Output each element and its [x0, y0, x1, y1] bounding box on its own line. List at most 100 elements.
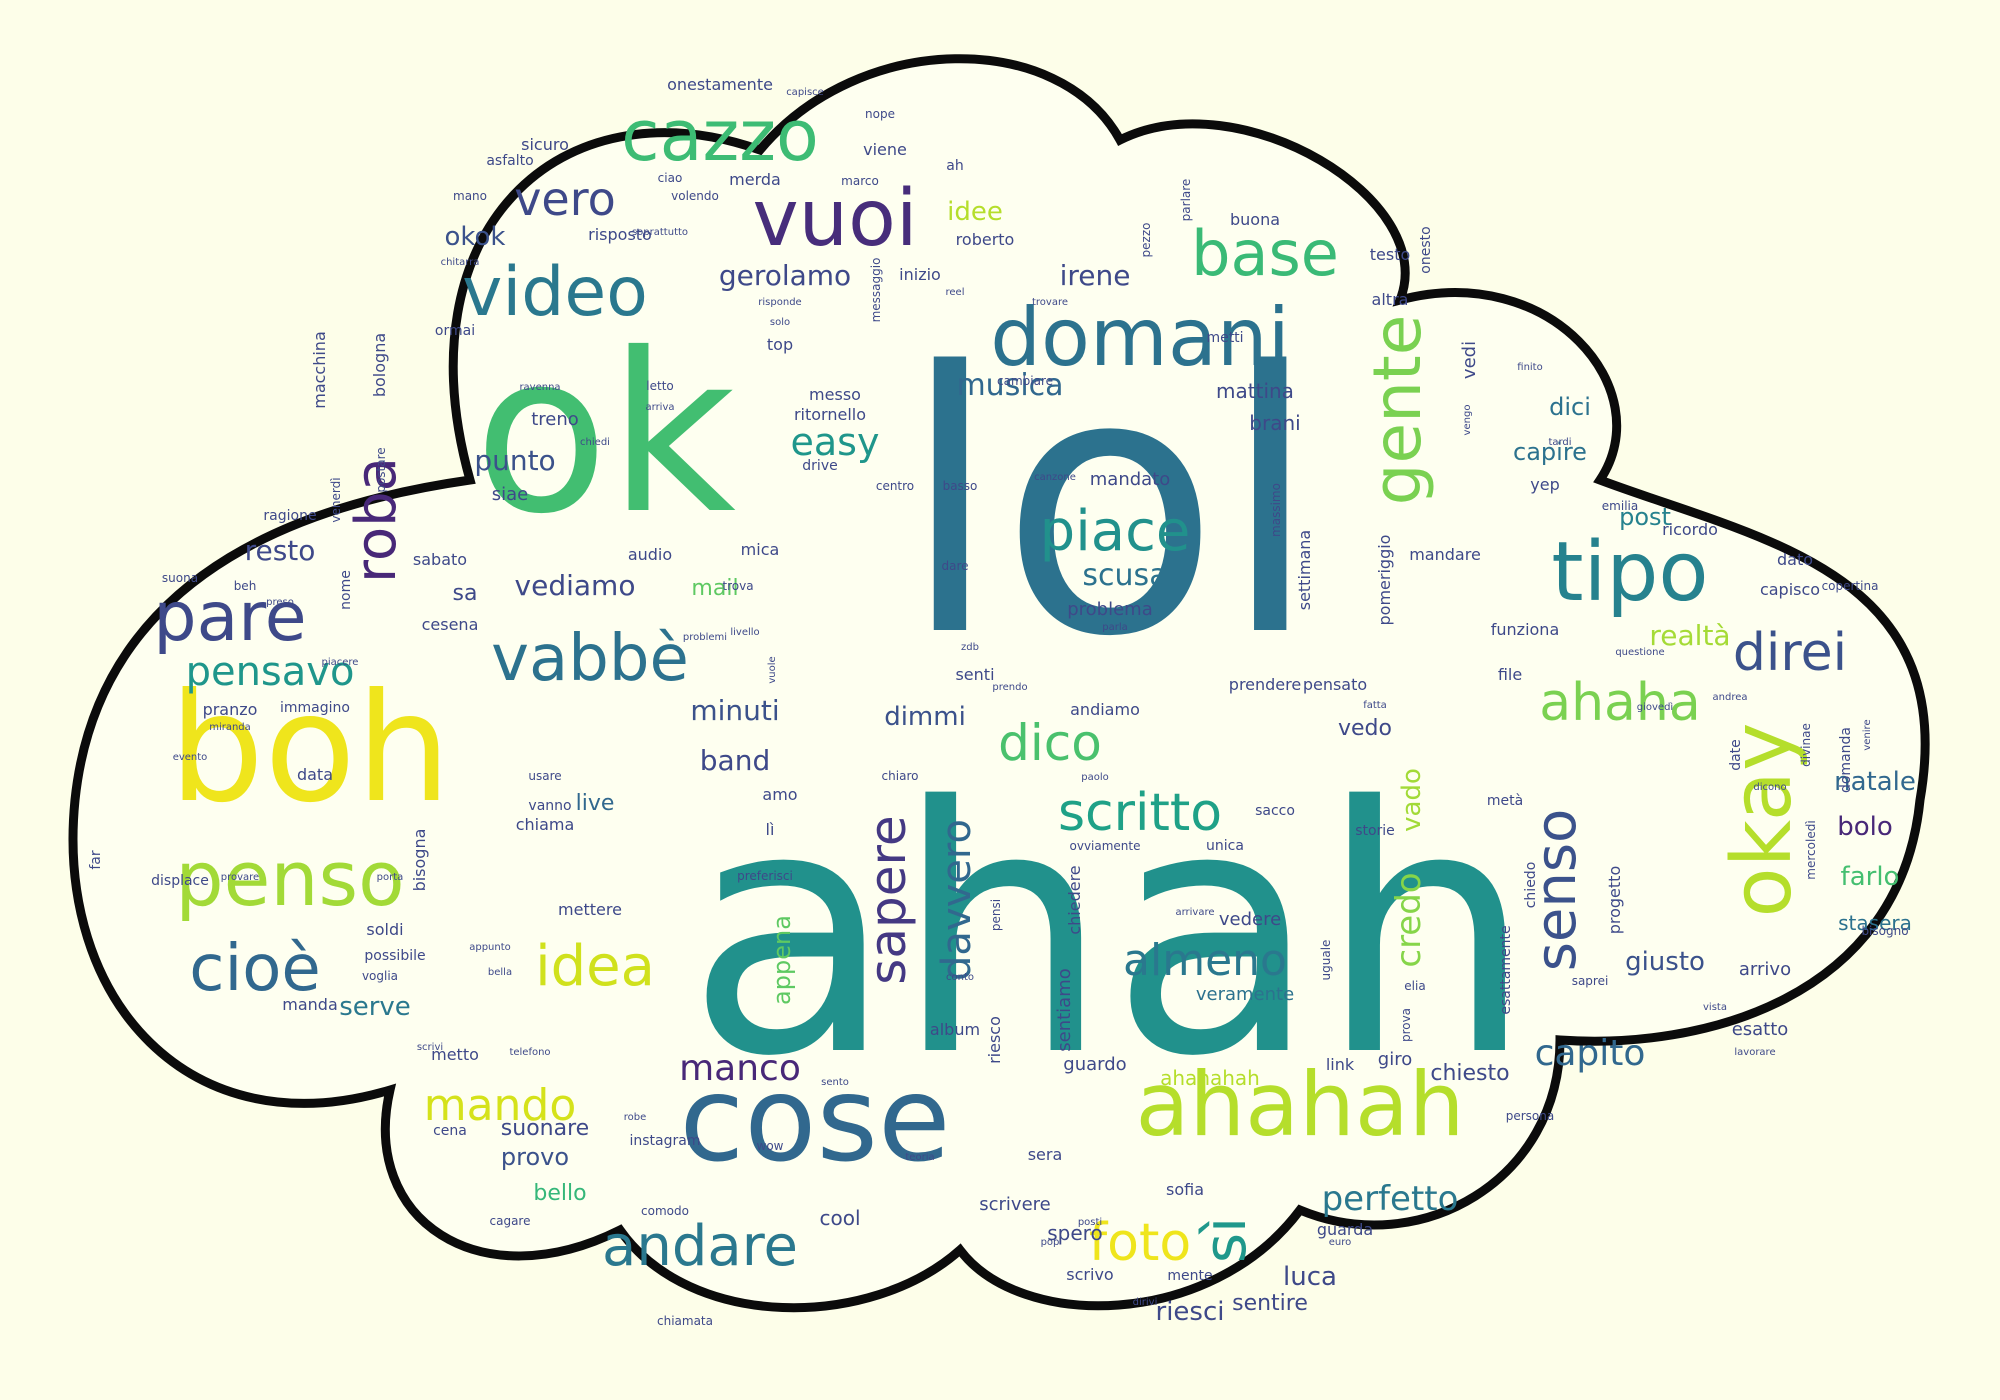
word: preferisci [737, 869, 793, 883]
word: problema [1067, 599, 1153, 620]
word: chiedo [1523, 862, 1539, 909]
word: ahahah [1135, 1053, 1464, 1156]
word: vuole [767, 656, 778, 683]
word: sentire [1232, 1291, 1308, 1316]
word: dato [1777, 550, 1813, 569]
word: vediamo [515, 569, 636, 602]
word: unica [1206, 838, 1244, 854]
word: capire [1513, 438, 1587, 466]
word: arriva [646, 402, 675, 413]
word: chitarra [441, 257, 480, 268]
word: vabbè [491, 622, 689, 696]
word: inizio [899, 265, 941, 284]
word: cambiare [997, 374, 1053, 388]
word: mica [741, 540, 780, 559]
word: perfetto [1322, 1179, 1459, 1219]
word: displace [151, 873, 209, 889]
word: senso [1524, 809, 1589, 972]
word: dare [941, 559, 968, 573]
word: mente [1167, 1268, 1212, 1284]
word: pomeriggio [1375, 535, 1394, 626]
word: davvero [934, 819, 980, 981]
word: prendere [1229, 675, 1301, 694]
word: video [462, 253, 648, 332]
word: zdb [961, 642, 979, 653]
word: bologna [370, 333, 389, 397]
word: mando [424, 1080, 577, 1131]
word: mandare [1409, 545, 1481, 564]
word: scrivere [979, 1194, 1050, 1215]
word: venerdì [329, 477, 343, 522]
word: suonare [501, 1116, 589, 1141]
word: parla [1102, 622, 1128, 633]
word: altra [1372, 290, 1409, 309]
word: serve [339, 992, 411, 1022]
word: ritornello [794, 405, 866, 424]
word: volendo [671, 189, 719, 203]
word: siae [492, 484, 528, 505]
word: irene [1060, 259, 1131, 292]
word: solo [770, 317, 790, 328]
word: settimana [1295, 530, 1314, 611]
word: ah [946, 158, 963, 174]
word: provo [501, 1143, 569, 1171]
word: manco [679, 1048, 801, 1089]
word-layer: ahah lol ok boh cose ahahah domani vuoi … [88, 75, 1916, 1328]
word: cioè [189, 932, 321, 1006]
word: metto [431, 1045, 479, 1064]
word: metà [1487, 793, 1523, 809]
word: domanda [1838, 727, 1854, 793]
word: amo [762, 785, 797, 804]
word: possibile [364, 948, 425, 964]
word: lavorare [1734, 1047, 1775, 1058]
word: direi [1733, 623, 1847, 683]
word: musica [956, 368, 1063, 403]
word: dimmi [884, 702, 966, 732]
word: paolo [1081, 772, 1109, 783]
word: andrea [1713, 692, 1748, 703]
word: okok [444, 222, 505, 252]
word: live [576, 791, 615, 816]
word: mercoledì [1804, 820, 1818, 879]
word: letto [646, 379, 673, 393]
word: chiaro [882, 769, 919, 783]
word: scritto [1058, 783, 1222, 843]
word: dici [1549, 393, 1591, 421]
word: telefono [509, 1047, 550, 1058]
word: cagare [490, 1214, 531, 1228]
word: cesena [422, 615, 479, 634]
word: data [297, 765, 333, 784]
word: emilia [1602, 499, 1638, 513]
word: venire [1862, 719, 1873, 750]
word: finito [1517, 362, 1542, 373]
word: idea [535, 934, 655, 999]
word: ahaha [1539, 673, 1701, 733]
word: link [1326, 1055, 1355, 1074]
word: domani [990, 291, 1290, 384]
word: prova [1399, 1008, 1413, 1042]
word: esattamente [1498, 925, 1514, 1014]
word: onestamente [667, 75, 773, 94]
word: dico [998, 714, 1102, 772]
word: mettere [558, 900, 622, 919]
word: buona [1230, 210, 1280, 229]
word: pezzo [1139, 223, 1153, 258]
word: messaggio [869, 258, 883, 323]
word: cose [679, 1050, 950, 1188]
word: canzone [1034, 472, 1076, 483]
word: nope [865, 107, 895, 121]
word: questione [1615, 647, 1664, 658]
word: realtà [1649, 619, 1730, 652]
word: esatto [1732, 1019, 1789, 1040]
word: capisco [1760, 580, 1820, 599]
word: credo [1389, 872, 1429, 967]
word: chiama [516, 815, 575, 834]
word: pensato [1303, 675, 1367, 694]
word: preso [266, 597, 294, 608]
word: minuti [690, 694, 779, 727]
word: metti [1206, 330, 1243, 346]
word: piacere [322, 657, 359, 668]
word: uguale [1319, 940, 1333, 981]
word: pop [1041, 1237, 1060, 1248]
word: veramente [1196, 984, 1294, 1005]
